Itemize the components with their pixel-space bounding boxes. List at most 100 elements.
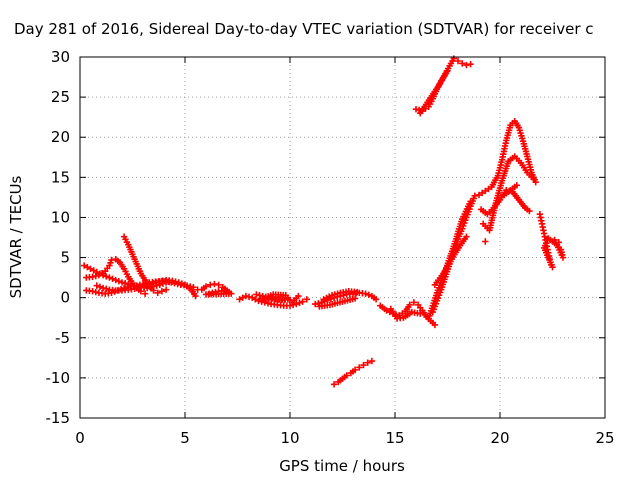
data-point (410, 299, 418, 306)
data-point (109, 275, 116, 283)
x-axis-label: GPS time / hours (279, 457, 405, 475)
plot-frame (79, 56, 606, 419)
data-point (137, 284, 145, 291)
y-tick-label: 5 (60, 249, 70, 267)
data-point (362, 290, 369, 297)
data-point (312, 300, 319, 308)
data-point (454, 57, 462, 65)
data-point (351, 295, 359, 302)
data-point (364, 359, 371, 366)
tick-labels: 0 5 10 15 20 25 -15 -10 -5 0 5 10 15 20 25 30 (46, 48, 615, 447)
data-point (471, 192, 478, 199)
data-point (551, 236, 558, 244)
data-point (315, 300, 322, 307)
data-point (150, 287, 157, 294)
data-point (106, 274, 113, 281)
data-point (103, 285, 110, 293)
data-point (115, 278, 123, 285)
y-tick-label: 15 (51, 168, 70, 186)
y-tick-label: 20 (51, 128, 70, 146)
data-point (513, 182, 520, 189)
series-5 (198, 280, 235, 298)
data-point (134, 284, 141, 292)
data-point (131, 285, 138, 293)
data-point (467, 61, 474, 68)
data-point (93, 282, 100, 289)
data-point (372, 296, 380, 303)
data-point (96, 283, 104, 291)
data-point (360, 361, 367, 369)
data-point (159, 277, 167, 285)
data-point (147, 281, 154, 288)
data-point (286, 302, 294, 309)
y-tick-label: -15 (46, 409, 71, 427)
y-tick-label: 25 (51, 88, 70, 106)
data-point (153, 279, 160, 286)
data-point (303, 296, 310, 303)
data-point (141, 290, 149, 297)
ticks (79, 56, 606, 419)
y-tick-label: -10 (46, 369, 71, 387)
data-point (242, 292, 250, 300)
data-point (92, 272, 99, 280)
data-marks (81, 55, 567, 388)
data-point (205, 290, 213, 297)
data-point (444, 67, 451, 74)
data-point (158, 288, 166, 295)
data-point (103, 273, 110, 280)
data-point (463, 61, 470, 69)
data-point (365, 291, 372, 299)
data-point (202, 283, 210, 290)
data-point (92, 288, 99, 296)
data-point (532, 178, 539, 186)
data-point (112, 276, 119, 284)
data-point (293, 300, 300, 308)
data-point (530, 175, 537, 183)
series-12 (475, 117, 539, 245)
data-point (118, 279, 126, 286)
data-point (256, 292, 263, 299)
data-point (178, 280, 186, 287)
data-point (108, 256, 115, 264)
data-point (207, 281, 214, 289)
data-point (154, 289, 161, 297)
data-point (264, 300, 272, 307)
data-point (261, 299, 268, 306)
data-point (368, 357, 376, 365)
series-4 (93, 276, 199, 300)
data-point (215, 281, 222, 289)
x-tick-label: 5 (180, 429, 190, 447)
y-tick-label: 10 (51, 208, 70, 226)
x-tick-label: 20 (490, 429, 509, 447)
series-8 (377, 299, 439, 329)
data-point (209, 289, 216, 297)
y-tick-label: -5 (55, 329, 70, 347)
data-point (253, 291, 260, 298)
data-point (192, 292, 199, 300)
data-point (172, 278, 179, 285)
data-point (211, 280, 218, 288)
data-point (99, 284, 107, 292)
data-point (463, 233, 470, 240)
data-point (555, 239, 562, 246)
data-point (467, 198, 474, 205)
grid (80, 57, 605, 418)
data-point (169, 277, 176, 285)
series-6 (236, 291, 310, 309)
data-point (450, 55, 457, 62)
series-9 (330, 357, 376, 388)
data-point (156, 278, 163, 285)
data-point (412, 105, 420, 113)
data-point (175, 279, 182, 286)
data-point (150, 280, 157, 287)
data-point (89, 273, 96, 281)
series-13 (536, 211, 567, 271)
data-point (212, 288, 219, 296)
data-point (121, 280, 129, 287)
x-tick-label: 15 (385, 429, 404, 447)
data-point (482, 238, 489, 245)
data-point (245, 293, 253, 301)
data-point (202, 291, 210, 298)
y-axis-label: SDTVAR / TECUs (7, 175, 25, 298)
